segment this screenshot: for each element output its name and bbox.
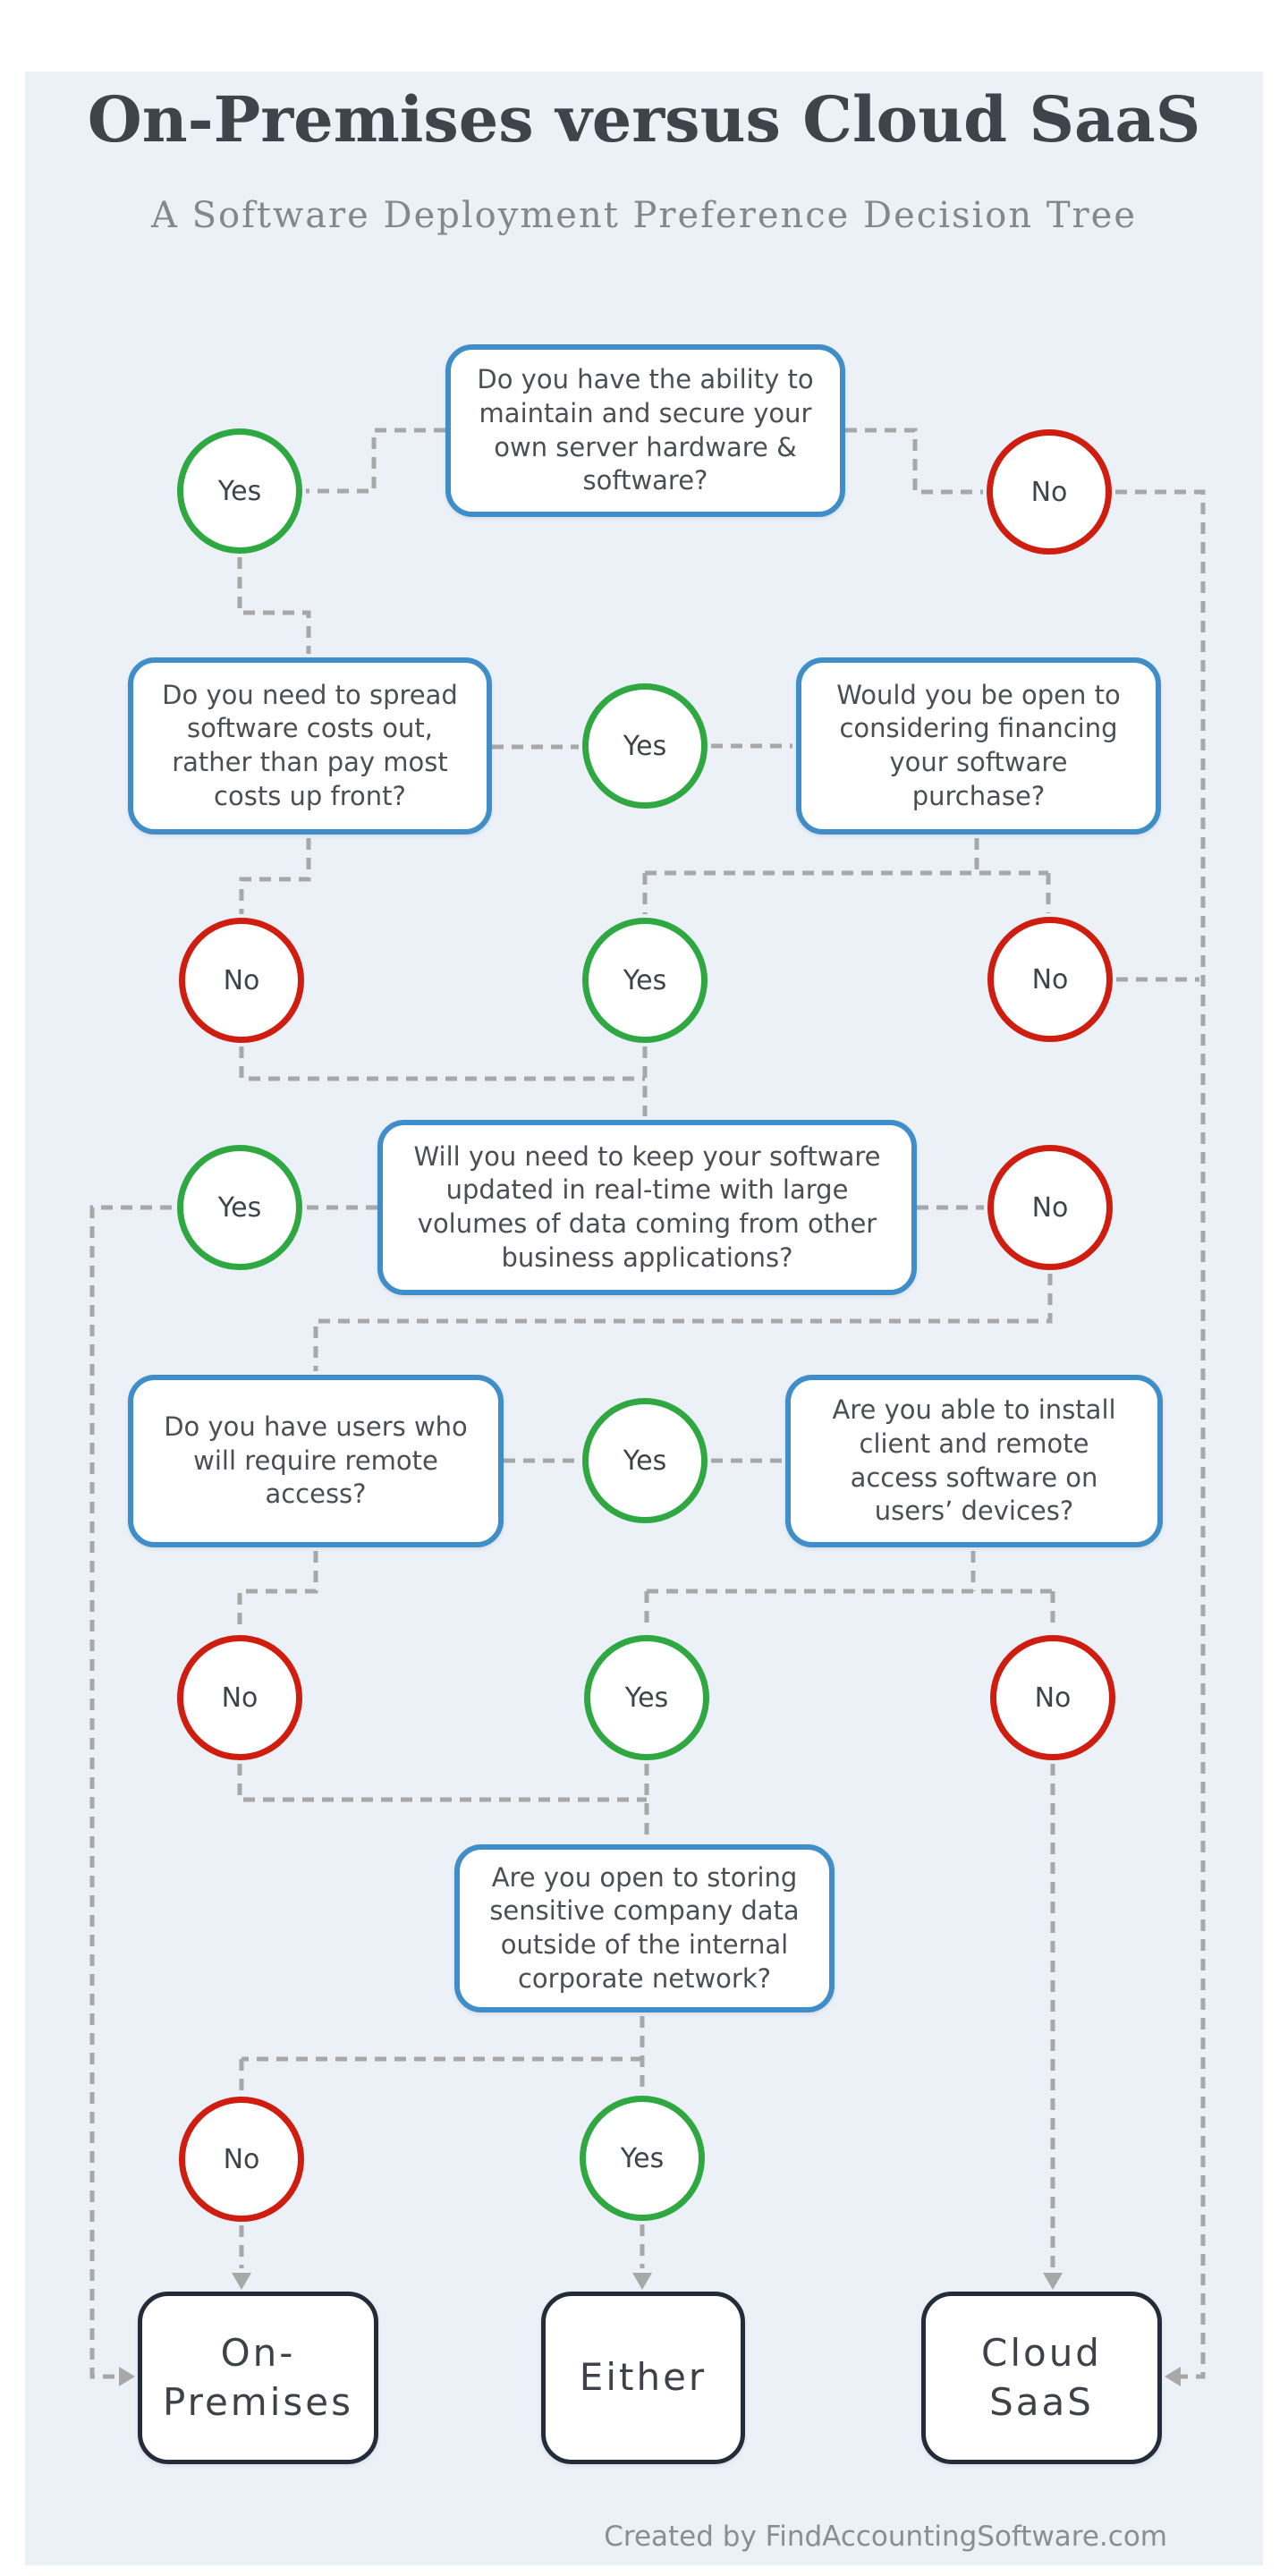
question-text: Would you be open to considering financi… <box>836 679 1121 811</box>
question-q2b-financing: Would you be open to considering financi… <box>796 657 1161 835</box>
outcome-either: Either <box>541 2292 745 2464</box>
answer-no-q3: No <box>987 1145 1113 1270</box>
page-title: On-Premises versus Cloud SaaS <box>87 82 1201 157</box>
question-text: Do you need to spread software costs out… <box>162 679 458 811</box>
outcome-label: Cloud SaaS <box>981 2330 1102 2424</box>
question-q3-realtime-data: Will you need to keep your software upda… <box>377 1120 917 1295</box>
question-q5-sensitive-data: Are you open to storing sensitive compan… <box>454 1844 835 2012</box>
question-text: Will you need to keep your software upda… <box>413 1140 881 1273</box>
question-text: Do you have the ability to maintain and … <box>477 364 814 496</box>
outcome-cloud-saas: Cloud SaaS <box>921 2292 1162 2464</box>
answer-no-q4b: No <box>990 1635 1115 1760</box>
answer-no-q1: No <box>987 429 1112 555</box>
arrowheads <box>119 2273 1181 2386</box>
answer-yes-q3: Yes <box>177 1145 302 1270</box>
question-q4a-remote-access: Do you have users who will require remot… <box>128 1375 504 1547</box>
answer-yes-q2a: Yes <box>582 683 708 809</box>
answer-no-q2b: No <box>987 917 1113 1042</box>
connector-path <box>89 428 1206 2379</box>
answer-yes-q5: Yes <box>580 2096 705 2221</box>
arrowhead-into-on-premises-top <box>232 2273 251 2290</box>
arrowhead-into-either-top <box>632 2273 652 2290</box>
answer-yes-q2b: Yes <box>582 918 708 1043</box>
question-q2a-spread-costs: Do you need to spread software costs out… <box>128 657 492 835</box>
question-text: Are you open to storing sensitive compan… <box>489 1861 800 1994</box>
arrowhead-into-on-premises-left <box>119 2367 135 2386</box>
answer-yes-q4a: Yes <box>582 1398 708 1523</box>
question-text: Are you able to install client and remot… <box>832 1394 1116 1527</box>
answer-no-q2a: No <box>179 918 304 1043</box>
outcome-label: Either <box>579 2355 708 2400</box>
arrowhead-into-cloud-saas-top <box>1043 2273 1063 2290</box>
answer-yes-q1: Yes <box>177 428 302 554</box>
question-text: Do you have users who will require remot… <box>164 1411 468 1510</box>
arrowhead-into-cloud-saas-right <box>1165 2367 1181 2386</box>
footer-credit: Created by FindAccountingSoftware.com <box>604 2521 1167 2553</box>
outcome-on-premises: On- Premises <box>138 2292 378 2464</box>
answer-no-q5: No <box>179 2097 304 2222</box>
page-subtitle: A Software Deployment Preference Decisio… <box>150 195 1138 236</box>
answer-no-q4a: No <box>177 1635 302 1760</box>
outcome-label: On- Premises <box>163 2330 353 2424</box>
answer-yes-q4b: Yes <box>584 1635 709 1760</box>
question-q1-server-hardware: Do you have the ability to maintain and … <box>445 344 845 517</box>
question-q4b-install-client: Are you able to install client and remot… <box>785 1375 1163 1547</box>
